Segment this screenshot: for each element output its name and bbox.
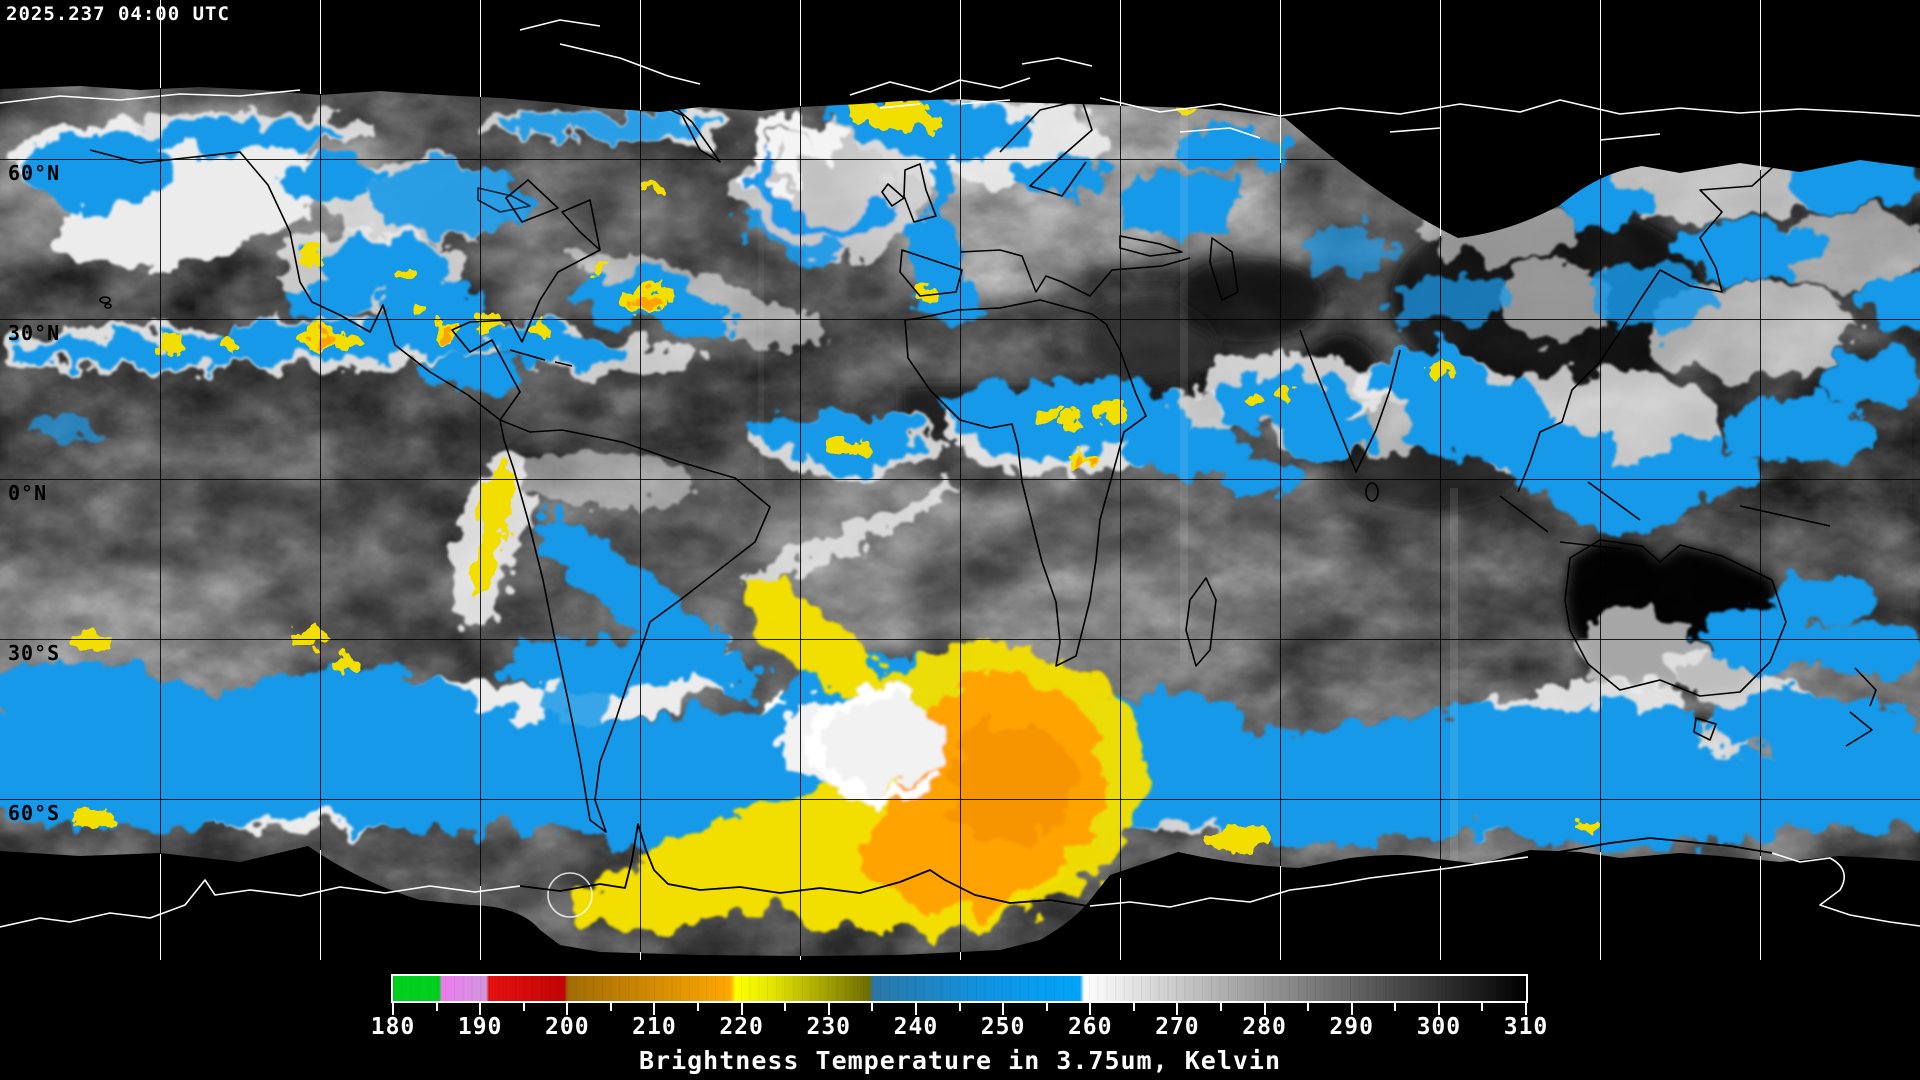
colorbar-major-tick	[1089, 1003, 1092, 1015]
longitude-grid-line-polar	[1280, 0, 1281, 163]
colorbar-major-tick	[566, 1003, 569, 1015]
longitude-grid-line-polar	[1120, 0, 1121, 106]
latitude-label: 60°S	[8, 801, 61, 825]
coldest-cloud-orange-layer	[312, 295, 1088, 469]
longitude-grid-line-polar	[1760, 0, 1761, 170]
colorbar-major-tick	[1350, 1003, 1353, 1015]
colorbar-tick-label: 200	[545, 1014, 590, 1040]
longitude-grid-line	[800, 0, 801, 960]
colorbar-tick-labels: 180 190 200 210 220 230 240 250 260 270 280 290 300 3…	[371, 1014, 1548, 1040]
colorbar-minor-tick	[1481, 1003, 1484, 1011]
longitude-grid-line-polar	[1760, 856, 1761, 960]
longitude-grid-line	[960, 0, 961, 960]
south-atlantic-storm	[575, 580, 1145, 935]
colorbar-ticks	[392, 1003, 1527, 1017]
colorbar-major-tick	[653, 1003, 656, 1015]
colorbar-tick-label: 310	[1503, 1014, 1549, 1040]
colorbar-tick-label: 270	[1155, 1014, 1200, 1040]
latitude-label: 0°N	[8, 481, 48, 505]
colorbar-minor-tick	[435, 1003, 438, 1011]
longitude-grid-line-polar	[1600, 852, 1601, 960]
colorbar-minor-tick	[1307, 1003, 1310, 1011]
longitude-grid-line-polar	[960, 0, 961, 100]
longitude-grid-line-polar	[160, 854, 161, 960]
colorbar-minor-tick	[1394, 1003, 1397, 1011]
latitude-grid-line	[0, 799, 1920, 800]
longitude-grid-line-polar	[160, 0, 161, 88]
longitude-grid-line-polar	[320, 850, 321, 960]
global-satellite-map: 60°N 30°N 0°N 30°S 60°S	[0, 0, 1920, 960]
longitude-grid-line-polar	[1120, 878, 1121, 960]
latitude-grid-line	[0, 639, 1920, 640]
latitude-grid-line	[0, 319, 1920, 320]
longitude-grid-line	[1600, 0, 1601, 960]
north-atlantic-cyclone	[736, 111, 951, 262]
longitude-grid-line	[1440, 0, 1441, 960]
colorbar-tick-label: 190	[457, 1014, 503, 1040]
longitude-grid-line	[320, 0, 321, 960]
colorbar-tick-label: 260	[1067, 1014, 1113, 1040]
colorbar-tick-label: 240	[893, 1014, 939, 1040]
longitude-grid-line	[1760, 0, 1761, 960]
colorbar-minor-tick	[784, 1003, 787, 1011]
longitude-grid-line-polar	[480, 0, 481, 97]
swath-seams	[758, 60, 1458, 958]
longitude-grid-line-polar	[480, 886, 481, 960]
colorbar-major-tick	[392, 1003, 394, 1015]
colorbar-major-tick	[740, 1003, 743, 1015]
longitude-grid-line	[1280, 0, 1281, 960]
colorbar-tick-label: 220	[719, 1014, 764, 1040]
colorbar-major-tick	[1525, 1003, 1527, 1015]
colorbar-minor-tick	[958, 1003, 961, 1011]
longitude-grid-line	[160, 0, 161, 960]
antarctica-coast-over-data	[519, 823, 1773, 907]
colorbar-title: Brightness Temperature in 3.75um, Kelvin	[638, 1046, 1282, 1075]
longitude-grid-line-polar	[640, 0, 641, 110]
longitude-grid-line-polar	[1280, 866, 1281, 960]
polar-coastline-layer	[0, 19, 1920, 928]
longitude-grid-line-polar	[1440, 0, 1441, 236]
longitude-grid-line-polar	[320, 0, 321, 94]
timestamp: 2025.237 04:00 UTC	[6, 3, 230, 25]
colorbar-tick-label: 300	[1416, 1014, 1462, 1040]
colorbar-major-tick	[1176, 1003, 1179, 1015]
latitude-grid-line	[0, 479, 1920, 480]
longitude-grid-line	[1120, 0, 1121, 960]
colorbar	[391, 974, 1528, 1003]
colorbar-tick-label: 180	[370, 1014, 416, 1040]
colorbar-tick-label: 250	[980, 1014, 1026, 1040]
longitude-grid-line-polar	[800, 0, 801, 106]
colorbar-tick-label: 230	[806, 1014, 852, 1040]
longitude-grid-line-polar	[800, 956, 801, 960]
colorbar-tick-label: 280	[1242, 1014, 1287, 1040]
longitude-grid-line	[480, 0, 481, 960]
colorbar-major-tick	[479, 1003, 482, 1015]
longitude-grid-line-polar	[1440, 866, 1441, 960]
colorbar-major-tick	[827, 1003, 830, 1015]
coastline-layer	[89, 95, 1877, 833]
colorbar-major-tick	[1437, 1003, 1440, 1015]
longitude-grid-line-polar	[1600, 0, 1601, 175]
colorbar-major-tick	[1002, 1003, 1005, 1015]
colorbar-minor-tick	[1045, 1003, 1048, 1011]
colorbar-tick-label: 210	[632, 1014, 677, 1040]
longitude-grid-line-polar	[640, 952, 641, 960]
colorbar-minor-tick	[1219, 1003, 1222, 1011]
latitude-label: 30°S	[8, 641, 61, 665]
colorbar-minor-tick	[609, 1003, 612, 1011]
latitude-label: 60°N	[8, 161, 61, 185]
colorbar-tick-label: 290	[1329, 1014, 1374, 1040]
latitude-label: 30°N	[8, 321, 61, 345]
colorbar-minor-tick	[522, 1003, 525, 1011]
colorbar-minor-tick	[697, 1003, 700, 1011]
longitude-grid-line-polar	[960, 952, 961, 960]
colorbar-major-tick	[1263, 1003, 1266, 1015]
longitude-grid-line	[640, 0, 641, 960]
colorbar-major-tick	[914, 1003, 917, 1015]
latitude-grid-line	[0, 159, 1920, 160]
colorbar-minor-tick	[1132, 1003, 1135, 1011]
colorbar-minor-tick	[871, 1003, 874, 1011]
